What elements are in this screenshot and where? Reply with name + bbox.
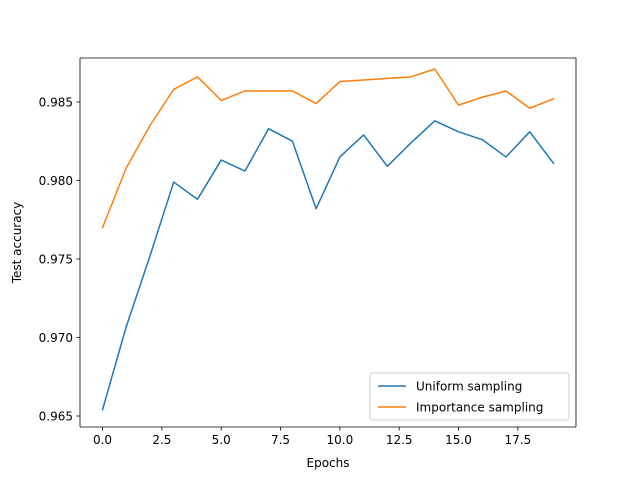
plot-background bbox=[80, 58, 576, 427]
x-tick-label: 10.0 bbox=[327, 433, 354, 447]
x-tick-label: 15.0 bbox=[445, 433, 472, 447]
y-tick-label: 0.965 bbox=[39, 409, 73, 423]
axes-layer: 0.0 2.5 5.0 7.5 10.0 12.5 15.0 17.5 0.965 0.970 0.… bbox=[39, 57, 577, 447]
y-tick-label: 0.980 bbox=[39, 174, 73, 188]
x-tick-label: 2.5 bbox=[152, 433, 171, 447]
x-tick-label: 5.0 bbox=[212, 433, 231, 447]
legend-label-2: Importance sampling bbox=[416, 400, 543, 414]
series-line-2 bbox=[101, 68, 555, 229]
legend: Uniform sampling Importance sampling bbox=[369, 372, 570, 421]
plot-area bbox=[80, 58, 576, 427]
x-tick-label: 0.0 bbox=[93, 433, 112, 447]
y-axis-label: Test accuracy bbox=[10, 202, 24, 285]
y-tick-label: 0.975 bbox=[39, 252, 73, 266]
x-tick-label: 12.5 bbox=[386, 433, 413, 447]
x-axis-label: Epochs bbox=[307, 456, 350, 470]
y-tick-label: 0.970 bbox=[39, 331, 73, 345]
series-layer bbox=[101, 68, 555, 411]
legend-label-1: Uniform sampling bbox=[416, 379, 522, 393]
legend-box bbox=[369, 372, 570, 421]
y-tick-label: 0.985 bbox=[39, 95, 73, 109]
x-tick-label: 17.5 bbox=[504, 433, 531, 447]
x-tick-label: 7.5 bbox=[271, 433, 290, 447]
series-line-1 bbox=[101, 120, 555, 411]
